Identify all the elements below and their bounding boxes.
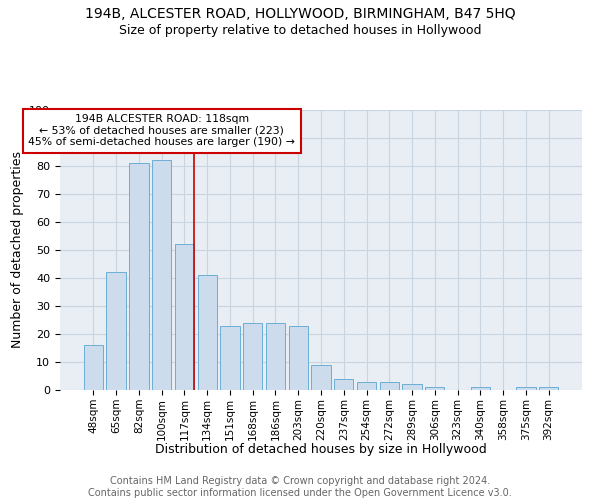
Bar bbox=[129, 163, 149, 390]
Bar bbox=[220, 326, 239, 390]
Text: Size of property relative to detached houses in Hollywood: Size of property relative to detached ho… bbox=[119, 24, 481, 37]
Bar bbox=[152, 160, 172, 390]
Bar bbox=[197, 275, 217, 390]
Bar bbox=[516, 387, 536, 390]
Text: 194B ALCESTER ROAD: 118sqm
← 53% of detached houses are smaller (223)
45% of sem: 194B ALCESTER ROAD: 118sqm ← 53% of deta… bbox=[28, 114, 295, 148]
Text: Contains HM Land Registry data © Crown copyright and database right 2024.
Contai: Contains HM Land Registry data © Crown c… bbox=[88, 476, 512, 498]
Bar bbox=[425, 387, 445, 390]
Bar bbox=[84, 345, 103, 390]
Bar bbox=[175, 244, 194, 390]
Bar bbox=[357, 382, 376, 390]
Bar bbox=[334, 379, 353, 390]
Bar bbox=[470, 387, 490, 390]
Y-axis label: Number of detached properties: Number of detached properties bbox=[11, 152, 24, 348]
Bar bbox=[539, 387, 558, 390]
Bar bbox=[403, 384, 422, 390]
Bar bbox=[106, 272, 126, 390]
Text: Distribution of detached houses by size in Hollywood: Distribution of detached houses by size … bbox=[155, 442, 487, 456]
Bar bbox=[311, 365, 331, 390]
Bar bbox=[289, 326, 308, 390]
Bar bbox=[380, 382, 399, 390]
Bar bbox=[243, 323, 262, 390]
Bar bbox=[266, 323, 285, 390]
Text: 194B, ALCESTER ROAD, HOLLYWOOD, BIRMINGHAM, B47 5HQ: 194B, ALCESTER ROAD, HOLLYWOOD, BIRMINGH… bbox=[85, 8, 515, 22]
